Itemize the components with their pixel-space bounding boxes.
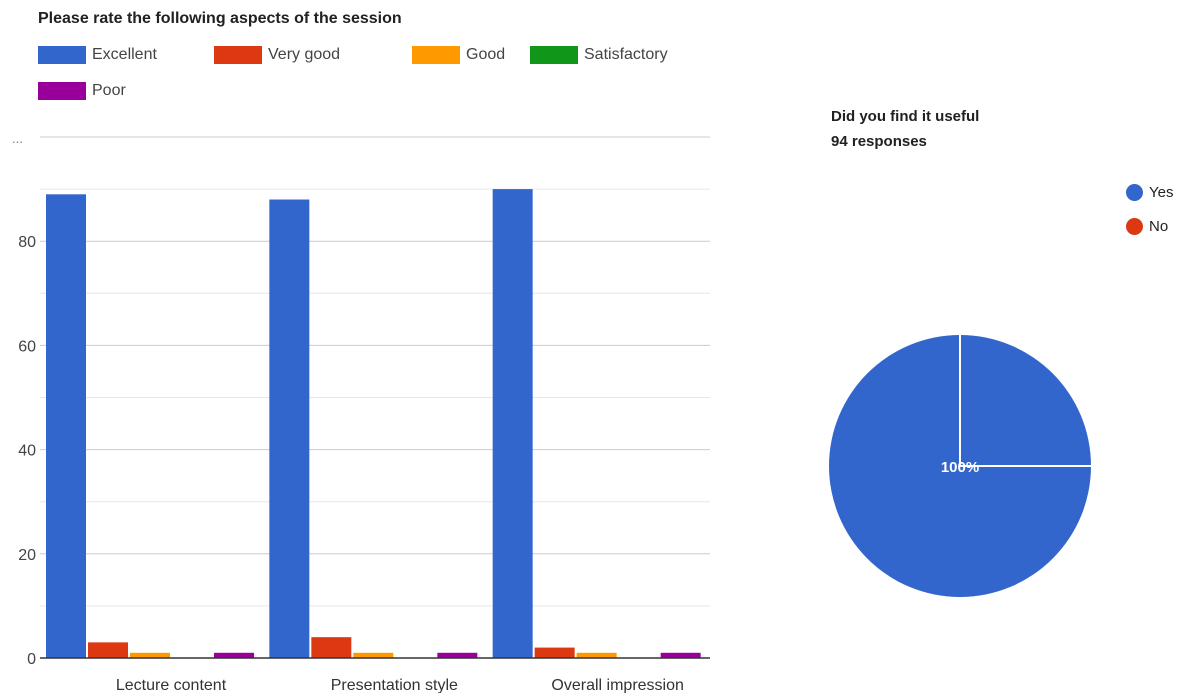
y-tick-label: 0	[27, 651, 36, 668]
bar-very-good-2[interactable]	[311, 637, 352, 658]
legend-swatch-excellent	[38, 46, 86, 64]
bar-excellent-1[interactable]	[46, 194, 86, 658]
bar-poor-2[interactable]	[437, 652, 478, 658]
legend-label-good: Good	[466, 46, 506, 63]
pie-legend-dot-no	[1126, 217, 1143, 235]
bar-chart: 0 20 40 60 80 Lecture content Presentation sty…	[18, 136, 710, 693]
pie-chart-header: Did you find it useful 94 responses	[831, 104, 979, 154]
axis-overflow-marker: ...	[12, 131, 23, 146]
y-tick-label: 60	[18, 338, 36, 355]
pie-legend-item-yes[interactable]: Yes	[1126, 181, 1173, 203]
pie-legend-dot-yes	[1126, 183, 1143, 201]
bar-poor-3[interactable]	[660, 652, 701, 658]
bar-good-3[interactable]	[576, 652, 617, 658]
bar-very-good-1[interactable]	[88, 642, 128, 658]
legend-swatch-poor	[38, 82, 86, 100]
legend-label-satisfactory: Satisfactory	[584, 46, 668, 63]
bar-excellent-2[interactable]	[269, 199, 310, 658]
pie-legend-label-no: No	[1149, 217, 1169, 235]
x-tick-label: Overall impression	[551, 677, 683, 693]
pie-slice-label: 100%	[941, 459, 979, 476]
legend-item-satisfactory[interactable]: Satisfactory	[530, 46, 668, 64]
pie-chart-legend: Yes No	[1126, 181, 1173, 249]
bar-very-good-3[interactable]	[534, 647, 575, 658]
pie-chart-subtitle: 94 responses	[831, 133, 927, 150]
legend-label-poor: Poor	[92, 82, 126, 99]
y-tick-label: 20	[18, 547, 36, 564]
bar-excellent-3[interactable]	[492, 189, 533, 658]
legend-item-excellent[interactable]: Excellent	[38, 46, 157, 64]
bar-good-1[interactable]	[130, 652, 170, 658]
legend-swatch-very-good	[214, 46, 262, 64]
pie-legend-item-no[interactable]: No	[1126, 215, 1173, 237]
x-tick-label: Presentation style	[331, 677, 458, 693]
y-tick-label: 80	[18, 234, 36, 251]
bar-chart-title: Please rate the following aspects of the…	[38, 10, 402, 27]
y-tick-label: 40	[18, 443, 36, 460]
pie-legend-label-yes: Yes	[1149, 183, 1174, 201]
pie-chart-title: Did you find it useful	[831, 108, 980, 125]
legend-label-excellent: Excellent	[92, 46, 157, 63]
bar-poor-1[interactable]	[214, 652, 254, 658]
bar-good-2[interactable]	[353, 652, 394, 658]
legend-item-good[interactable]: Good	[412, 46, 505, 64]
legend-swatch-satisfactory	[530, 46, 578, 64]
legend-label-very-good: Very good	[268, 46, 341, 63]
legend-swatch-good	[412, 46, 460, 64]
x-tick-label: Lecture content	[116, 677, 227, 693]
legend-item-very-good[interactable]: Very good	[214, 46, 340, 64]
legend-item-poor[interactable]: Poor	[38, 82, 126, 100]
